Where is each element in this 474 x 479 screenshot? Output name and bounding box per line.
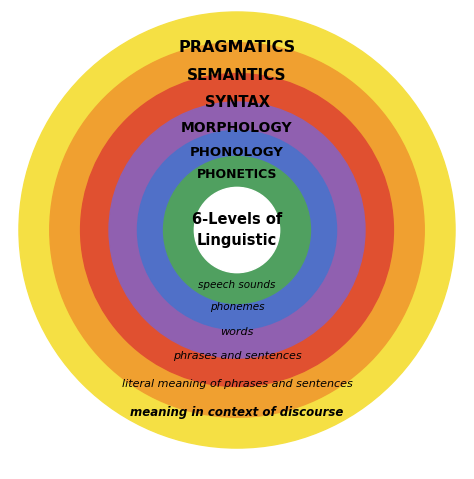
Circle shape: [81, 74, 393, 387]
Text: phonemes: phonemes: [210, 302, 264, 312]
Text: PHONETICS: PHONETICS: [197, 168, 277, 181]
Text: SEMANTICS: SEMANTICS: [187, 68, 287, 83]
Circle shape: [194, 187, 280, 273]
Circle shape: [50, 43, 424, 417]
Text: PRAGMATICS: PRAGMATICS: [178, 40, 296, 55]
Text: Linguistic: Linguistic: [197, 233, 277, 248]
Text: phrases and sentences: phrases and sentences: [173, 351, 301, 361]
Text: PHONOLOGY: PHONOLOGY: [190, 146, 284, 159]
Text: SYNTAX: SYNTAX: [204, 94, 270, 110]
Circle shape: [19, 12, 455, 448]
Circle shape: [137, 130, 337, 330]
Text: literal meaning of phrases and sentences: literal meaning of phrases and sentences: [122, 379, 352, 389]
Text: speech sounds: speech sounds: [198, 281, 276, 290]
Circle shape: [164, 157, 310, 304]
Text: 6-Levels of: 6-Levels of: [192, 212, 282, 227]
Text: MORPHOLOGY: MORPHOLOGY: [181, 121, 293, 135]
Text: meaning in context of discourse: meaning in context of discourse: [130, 406, 344, 419]
Text: words: words: [220, 327, 254, 337]
Circle shape: [109, 102, 365, 358]
